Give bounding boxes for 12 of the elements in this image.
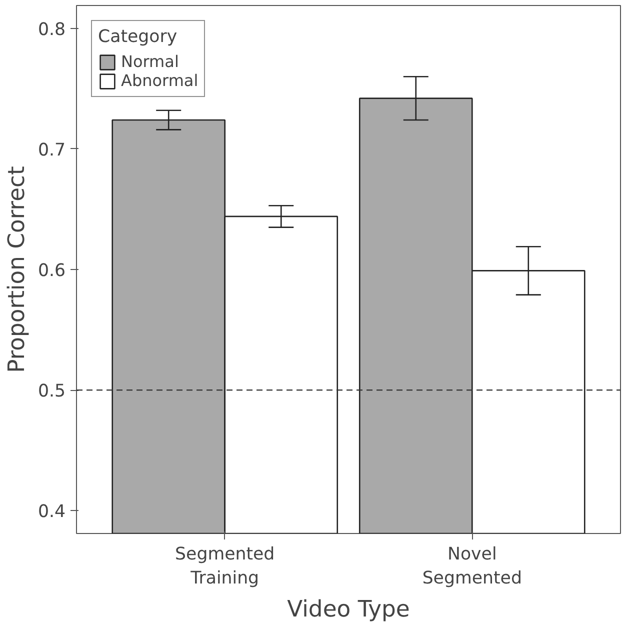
y-tick-label: 0.7 [38, 140, 66, 160]
x-tick-label: Novel Segmented [422, 544, 522, 588]
y-axis-title: Proportion Correct [4, 166, 30, 373]
y-tick-label: 0.6 [38, 261, 66, 281]
x-tick-label: Segmented Training [175, 544, 275, 588]
y-tick-label: 0.4 [38, 502, 66, 522]
legend-label: Abnormal [121, 71, 198, 90]
legend-label: Normal [121, 52, 179, 71]
x-axis-title: Video Type [287, 596, 410, 622]
legend-title: Category [98, 27, 178, 47]
y-tick-label: 0.5 [38, 382, 66, 402]
y-tick-label: 0.8 [38, 20, 66, 40]
